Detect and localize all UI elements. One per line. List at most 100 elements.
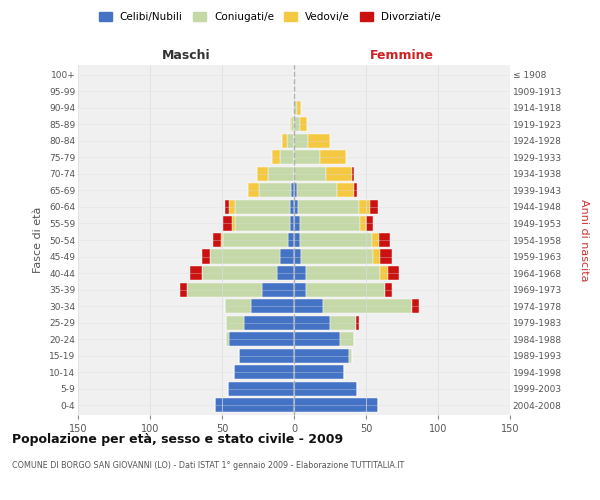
Bar	[229, 200, 235, 214]
Bar	[412, 299, 419, 313]
Bar	[202, 250, 211, 264]
Bar	[272, 150, 280, 164]
Bar	[320, 150, 346, 164]
Bar	[294, 348, 349, 362]
Bar	[190, 266, 202, 280]
Bar	[352, 167, 355, 181]
Bar	[259, 184, 291, 198]
Bar	[223, 233, 288, 247]
Bar	[366, 216, 373, 230]
Bar	[356, 316, 359, 330]
Bar	[215, 398, 294, 412]
Bar	[283, 134, 287, 148]
Bar	[257, 167, 268, 181]
Bar	[262, 282, 294, 296]
Bar	[229, 332, 294, 346]
Bar	[300, 216, 360, 230]
Bar	[323, 299, 412, 313]
Bar	[294, 250, 301, 264]
Bar	[300, 233, 372, 247]
Bar	[355, 184, 358, 198]
Bar	[301, 250, 373, 264]
Bar	[380, 266, 388, 280]
Bar	[288, 233, 294, 247]
Bar	[294, 184, 297, 198]
Bar	[228, 382, 294, 396]
Bar	[202, 266, 277, 280]
Bar	[187, 282, 262, 296]
Bar	[388, 266, 399, 280]
Bar	[298, 200, 359, 214]
Bar	[294, 382, 358, 396]
Bar	[300, 118, 307, 132]
Bar	[294, 150, 320, 164]
Text: Popolazione per età, sesso e stato civile - 2009: Popolazione per età, sesso e stato civil…	[12, 432, 343, 446]
Bar	[235, 200, 290, 214]
Bar	[294, 266, 305, 280]
Bar	[294, 316, 330, 330]
Bar	[294, 282, 305, 296]
Bar	[372, 233, 379, 247]
Bar	[248, 184, 259, 198]
Bar	[287, 134, 294, 148]
Bar	[359, 200, 370, 214]
Bar	[379, 233, 391, 247]
Bar	[297, 184, 337, 198]
Bar	[290, 118, 291, 132]
Bar	[226, 332, 229, 346]
Bar	[226, 316, 244, 330]
Bar	[214, 233, 221, 247]
Bar	[251, 299, 294, 313]
Bar	[308, 134, 330, 148]
Bar	[297, 101, 301, 115]
Bar	[268, 167, 294, 181]
Bar	[305, 282, 385, 296]
Bar	[294, 134, 308, 148]
Bar	[360, 216, 366, 230]
Bar	[330, 316, 356, 330]
Bar	[349, 348, 352, 362]
Bar	[211, 250, 280, 264]
Bar	[294, 332, 340, 346]
Bar	[223, 216, 232, 230]
Text: Femmine: Femmine	[370, 48, 434, 62]
Bar	[280, 250, 294, 264]
Bar	[294, 118, 300, 132]
Bar	[291, 118, 294, 132]
Bar	[291, 184, 294, 198]
Bar	[239, 348, 294, 362]
Bar	[294, 233, 300, 247]
Bar	[290, 216, 294, 230]
Bar	[233, 365, 294, 379]
Bar	[277, 266, 294, 280]
Bar	[305, 266, 380, 280]
Bar	[294, 365, 344, 379]
Bar	[385, 282, 392, 296]
Bar	[380, 250, 392, 264]
Bar	[294, 200, 298, 214]
Bar	[221, 233, 223, 247]
Bar	[232, 216, 235, 230]
Bar	[225, 200, 229, 214]
Bar	[180, 282, 187, 296]
Text: Maschi: Maschi	[161, 48, 211, 62]
Bar	[293, 101, 294, 115]
Bar	[337, 184, 355, 198]
Y-axis label: Fasce di età: Fasce di età	[34, 207, 43, 273]
Bar	[225, 299, 251, 313]
Bar	[294, 299, 323, 313]
Bar	[280, 150, 294, 164]
Bar	[290, 200, 294, 214]
Bar	[326, 167, 352, 181]
Bar	[244, 316, 294, 330]
Bar	[370, 200, 377, 214]
Bar	[294, 216, 300, 230]
Bar	[340, 332, 355, 346]
Text: COMUNE DI BORGO SAN GIOVANNI (LO) - Dati ISTAT 1° gennaio 2009 - Elaborazione TU: COMUNE DI BORGO SAN GIOVANNI (LO) - Dati…	[12, 460, 404, 469]
Bar	[294, 101, 297, 115]
Y-axis label: Anni di nascita: Anni di nascita	[578, 198, 589, 281]
Bar	[294, 167, 326, 181]
Legend: Celibi/Nubili, Coniugati/e, Vedovi/e, Divorziati/e: Celibi/Nubili, Coniugati/e, Vedovi/e, Di…	[95, 8, 445, 26]
Bar	[235, 216, 290, 230]
Bar	[373, 250, 380, 264]
